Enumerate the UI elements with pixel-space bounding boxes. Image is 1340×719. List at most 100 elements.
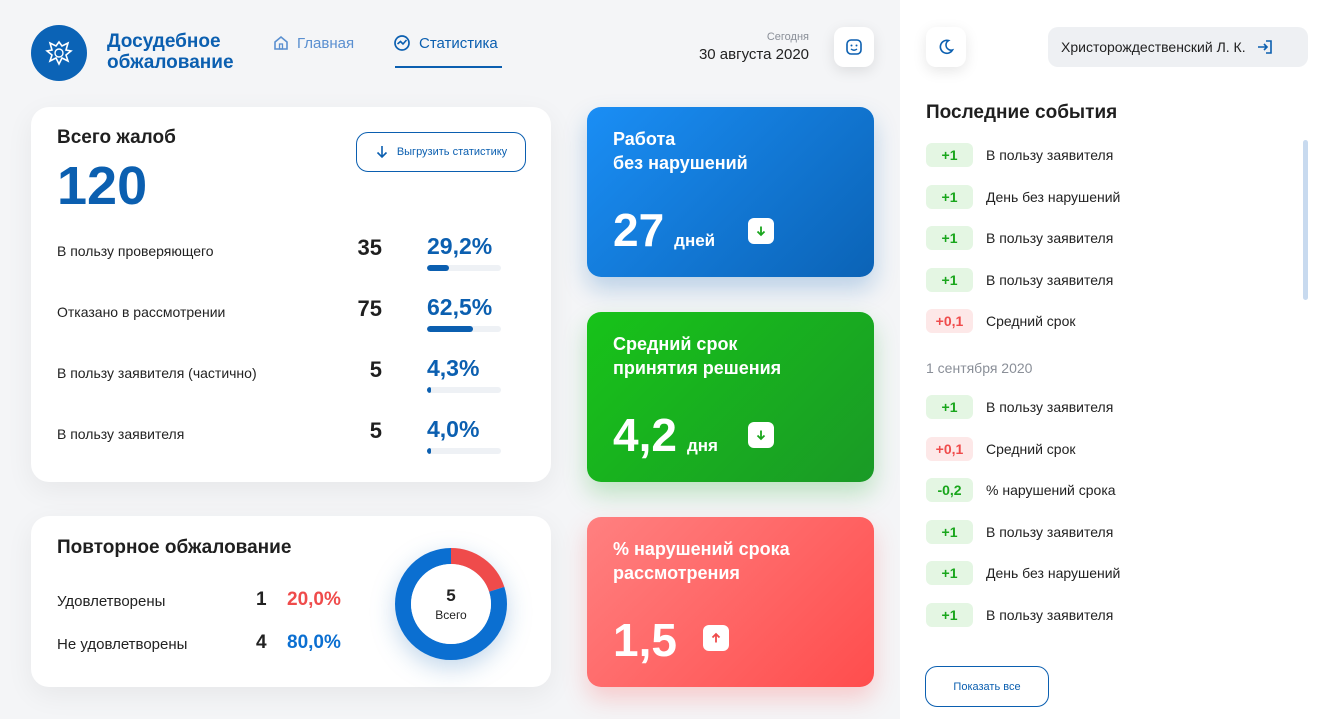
main-area: Досудебное обжалование Главная Статистик…: [31, 25, 874, 687]
event-item[interactable]: +1 В пользу заявителя: [926, 225, 1113, 251]
stat-progress-bar: [427, 265, 501, 271]
stat-count: 75: [357, 296, 382, 321]
event-delta-badge: +0,1: [926, 309, 973, 333]
moon-icon: [939, 39, 955, 55]
event-item[interactable]: +1 В пользу заявителя: [926, 394, 1113, 420]
metric-title: Средний срок принятия решения: [613, 334, 782, 378]
repeat-appeal-card: Повторное обжалование Удовлетворены 1 20…: [31, 516, 551, 687]
export-statistics-button[interactable]: Выгрузить статистику: [356, 132, 526, 172]
event-item[interactable]: +0,1 Средний срок: [926, 436, 1076, 462]
events-title: Последние события: [926, 102, 1118, 123]
event-item[interactable]: -0,2 % нарушений срока: [926, 477, 1116, 503]
metric-card-no-violations[interactable]: Работа без нарушений 27 дней: [587, 107, 874, 277]
accessibility-button[interactable]: [834, 27, 874, 67]
nav-active-underline: [395, 66, 502, 68]
stat-row: В пользу заявителя 5 4,0%: [57, 416, 527, 462]
theme-toggle-button[interactable]: [926, 27, 966, 67]
event-delta-badge: +1: [926, 519, 973, 544]
stat-row: В пользу проверяющего 35 29,2%: [57, 233, 527, 279]
nav-statistics[interactable]: Статистика: [393, 33, 498, 53]
arrow-down-icon: [756, 226, 766, 237]
repeat-count: 1: [256, 589, 267, 610]
metric-value-group: 1,5: [613, 613, 687, 667]
metric-unit: дней: [674, 231, 716, 250]
stat-label: В пользу заявителя (частично): [57, 365, 257, 381]
metric-card-avg-decision-time[interactable]: Средний срок принятия решения 4,2 дня: [587, 312, 874, 482]
stat-percent: 62,5%: [427, 294, 493, 320]
trend-badge: [703, 625, 729, 651]
stat-count: 5: [369, 418, 382, 443]
export-statistics-label: Выгрузить статистику: [396, 146, 508, 158]
show-all-label: Показать все: [953, 680, 1021, 693]
metric-value: 4,2: [613, 409, 677, 461]
emblem-logo[interactable]: [31, 25, 87, 81]
event-text: В пользу заявителя: [986, 399, 1114, 415]
event-item[interactable]: +0,1 Средний срок: [926, 308, 1076, 334]
donut-total: 5: [446, 586, 456, 605]
stat-percent: 4,3%: [427, 355, 480, 381]
event-item[interactable]: +1 День без нарушений: [926, 560, 1120, 586]
event-text: В пользу заявителя: [986, 230, 1114, 246]
total-complaints-card: Всего жалоб 120 Выгрузить статистику В п…: [31, 107, 551, 482]
stats-icon: [394, 35, 410, 51]
event-text: В пользу заявителя: [986, 606, 1114, 623]
logout-icon[interactable]: [1256, 38, 1274, 56]
stat-progress-fill: [427, 326, 474, 332]
repeat-label: Удовлетворены: [57, 593, 166, 610]
arrow-down-icon: [756, 430, 766, 441]
event-item[interactable]: +1 День без нарушений: [926, 184, 1120, 210]
event-item[interactable]: +1 В пользу заявителя: [926, 267, 1113, 293]
stat-progress-fill: [427, 265, 449, 271]
repeat-donut-chart: [395, 548, 507, 660]
repeat-label: Не удовлетворены: [57, 636, 188, 653]
stat-percent: 29,2%: [427, 233, 493, 259]
event-delta-badge: +1: [926, 143, 973, 167]
event-delta-badge: -0,2: [926, 478, 973, 502]
stat-count: 5: [369, 357, 382, 382]
eagle-emblem-icon: [45, 40, 73, 66]
metric-value: 1,5: [613, 614, 677, 666]
stat-row: Отказано в рассмотрении 75 62,5%: [57, 294, 527, 340]
repeat-count: 4: [256, 632, 267, 653]
event-delta-badge: +1: [926, 395, 973, 419]
event-text: % нарушений срока: [986, 482, 1116, 498]
stat-percent: 4,0%: [427, 416, 480, 442]
show-all-button[interactable]: Показать все: [925, 666, 1049, 707]
metric-title: Работа без нарушений: [613, 129, 748, 173]
event-text: В пользу заявителя: [986, 271, 1114, 288]
events-scrollbar[interactable]: [1303, 140, 1308, 300]
event-text: В пользу заявителя: [986, 523, 1114, 540]
home-icon: [274, 35, 288, 50]
events-sidebar: [900, 0, 1340, 719]
event-text: День без нарушений: [986, 565, 1121, 581]
user-menu[interactable]: Христорождественский Л. К.: [1048, 27, 1308, 67]
event-item[interactable]: +1 В пользу заявителя: [926, 602, 1113, 628]
metric-card-deadline-violations[interactable]: % нарушений срока рассмотрения 1,5: [587, 517, 874, 687]
event-item[interactable]: +1 В пользу заявителя: [926, 519, 1113, 545]
nav-home-label: Главная: [297, 34, 355, 52]
download-arrow-icon: [376, 146, 387, 159]
donut-total-label: Всего: [435, 608, 467, 622]
date-value: 30 августа 2020: [698, 46, 809, 63]
repeat-row: Не удовлетворены 4 80,0%: [57, 632, 357, 658]
arrow-up-icon: [711, 632, 721, 643]
metric-value: 27: [613, 204, 665, 256]
stat-progress-bar: [427, 448, 501, 454]
metric-value-group: 4,2 дня: [613, 408, 718, 462]
metric-value-group: 27 дней: [613, 203, 715, 257]
nav-home[interactable]: Главная: [273, 33, 354, 53]
stat-progress-bar: [427, 326, 501, 332]
date-label: Сегодня: [766, 31, 809, 43]
event-delta-badge: +1: [926, 561, 973, 585]
event-delta-badge: +1: [926, 226, 973, 250]
stat-progress-bar: [427, 387, 501, 393]
donut-slice: [395, 548, 507, 660]
metric-unit: дня: [686, 436, 718, 455]
event-delta-badge: +1: [926, 602, 973, 627]
app-title: Досудебное обжалование: [107, 31, 234, 73]
event-item[interactable]: +1 В пользу заявителя: [926, 142, 1113, 168]
stat-label: В пользу проверяющего: [57, 243, 214, 259]
event-text: В пользу заявителя: [986, 147, 1114, 163]
stat-progress-fill: [427, 387, 432, 393]
event-delta-badge: +1: [926, 184, 973, 209]
